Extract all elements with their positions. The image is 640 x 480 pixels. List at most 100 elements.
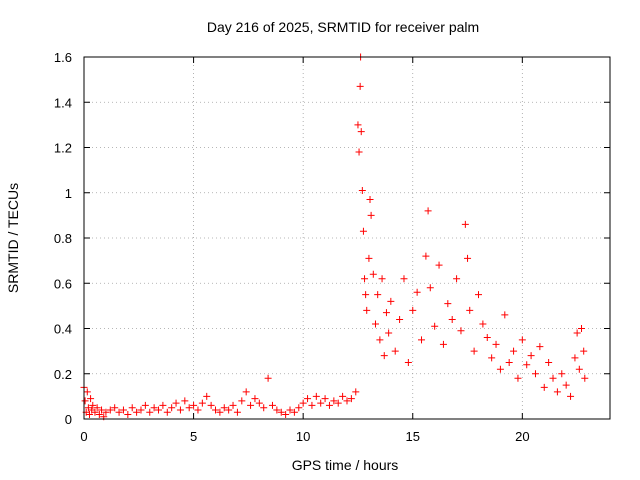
data-point <box>413 288 421 296</box>
data-point <box>347 395 355 403</box>
data-point <box>85 410 93 418</box>
y-tick-label: 1 <box>65 186 72 201</box>
data-point <box>247 401 255 409</box>
data-point <box>176 406 184 414</box>
data-point <box>362 291 370 299</box>
y-tick-label: 0.6 <box>54 276 72 291</box>
data-point <box>371 320 379 328</box>
data-point <box>422 252 430 260</box>
data-point <box>488 354 496 362</box>
y-tick-label: 0.4 <box>54 322 72 337</box>
data-point <box>212 406 219 414</box>
data-points <box>80 53 589 421</box>
data-point <box>282 410 290 418</box>
data-point <box>251 395 259 403</box>
data-point <box>89 401 97 409</box>
data-point <box>409 306 417 314</box>
data-point <box>317 399 325 407</box>
data-point <box>531 370 539 378</box>
data-point <box>365 254 373 262</box>
data-point <box>492 340 500 348</box>
data-point <box>380 352 388 360</box>
x-tick-label: 15 <box>406 429 420 444</box>
data-point <box>567 392 575 400</box>
data-point <box>216 408 224 416</box>
data-point <box>172 399 180 407</box>
data-point <box>424 207 432 215</box>
data-point <box>501 311 509 319</box>
data-point <box>312 392 320 400</box>
data-point <box>549 374 557 382</box>
x-tick-labels: 0 5 10 15 20 <box>80 429 529 444</box>
data-point <box>464 254 472 262</box>
data-point <box>343 397 351 405</box>
axis-ticks <box>83 56 610 420</box>
data-point <box>356 82 364 90</box>
data-point <box>133 408 141 416</box>
y-axis-label: SRMTID / TECUs <box>5 183 21 293</box>
grid-lines <box>84 57 610 419</box>
y-tick-label: 1.2 <box>54 141 72 156</box>
data-point <box>334 399 342 407</box>
data-point <box>562 381 570 389</box>
data-point <box>106 406 114 414</box>
data-point <box>304 395 312 403</box>
data-point <box>366 196 374 204</box>
data-point <box>295 404 303 412</box>
data-point <box>359 227 367 235</box>
data-point <box>115 408 123 416</box>
data-point <box>431 322 439 330</box>
data-point <box>396 315 404 323</box>
data-point <box>391 347 399 355</box>
data-point <box>81 397 89 405</box>
plot-frame <box>83 56 611 420</box>
data-point <box>439 340 447 348</box>
data-point <box>376 336 384 344</box>
data-point <box>124 410 132 418</box>
data-point <box>119 406 127 414</box>
data-point <box>540 383 548 391</box>
data-point <box>496 365 504 373</box>
data-point <box>198 399 206 407</box>
data-point <box>466 306 474 314</box>
data-point <box>404 358 412 366</box>
data-point <box>233 408 241 416</box>
data-point <box>95 410 103 418</box>
data-point <box>141 401 149 409</box>
data-point <box>98 406 106 414</box>
data-point <box>194 406 202 414</box>
data-point <box>479 320 487 328</box>
data-point <box>505 358 513 366</box>
data-point <box>355 148 363 156</box>
data-point <box>238 397 246 405</box>
y-tick-labels: 0 0.2 0.4 0.6 0.8 1 1.2 1.4 1.6 <box>54 50 72 427</box>
data-point <box>181 397 189 405</box>
data-point <box>286 406 294 414</box>
x-tick-label: 0 <box>80 429 87 444</box>
data-point <box>545 358 553 366</box>
data-point <box>378 275 386 283</box>
data-point <box>400 275 408 283</box>
data-point <box>374 291 382 299</box>
data-point <box>159 401 167 409</box>
data-point <box>361 275 369 283</box>
data-point <box>514 374 522 382</box>
data-point <box>203 392 211 400</box>
data-point <box>453 275 461 283</box>
data-point <box>168 404 176 412</box>
data-point <box>357 128 365 136</box>
data-point <box>83 388 91 396</box>
data-point <box>264 374 272 382</box>
data-point <box>330 397 338 405</box>
data-point <box>87 395 95 403</box>
data-point <box>321 395 329 403</box>
y-tick-label: 0 <box>65 412 72 427</box>
data-point <box>553 388 561 396</box>
data-point <box>137 406 145 414</box>
data-point <box>470 347 478 355</box>
data-point <box>352 388 360 396</box>
data-point <box>185 404 193 412</box>
data-point <box>448 315 456 323</box>
data-point <box>268 401 276 409</box>
data-point <box>207 401 215 409</box>
